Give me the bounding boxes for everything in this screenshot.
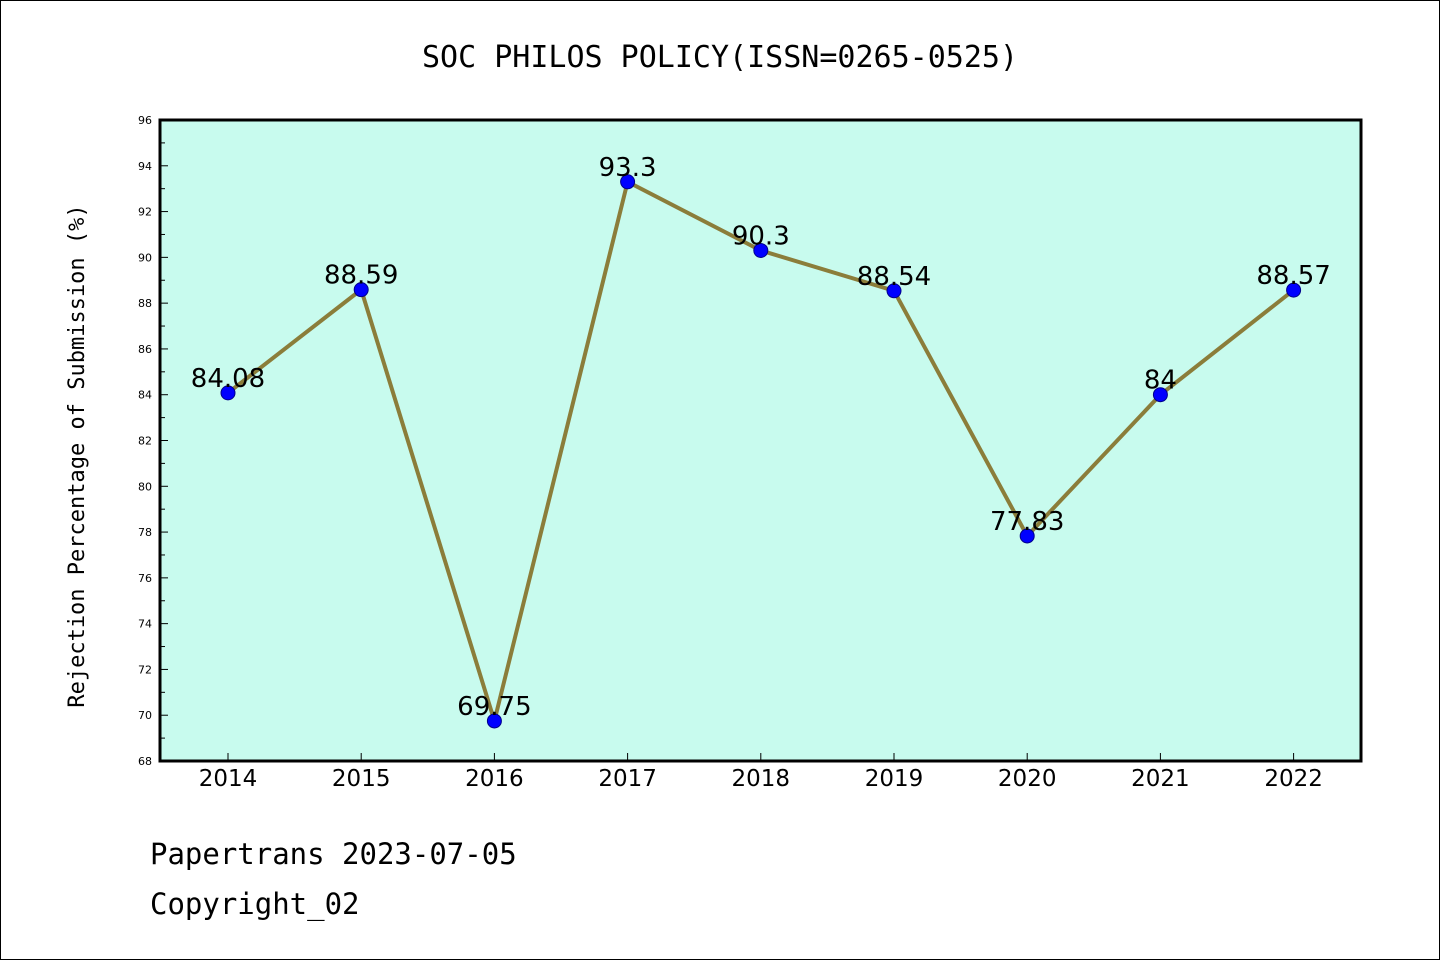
- y-tick-label: 72: [138, 663, 152, 676]
- y-tick-label: 92: [138, 206, 152, 219]
- x-tick-label: 2017: [598, 766, 657, 792]
- y-tick-label: 74: [138, 618, 152, 631]
- data-point-marker: [753, 242, 769, 258]
- y-tick-label: 80: [138, 480, 152, 493]
- data-label: 90.3: [732, 221, 790, 251]
- y-tick-label: 68: [138, 755, 152, 768]
- data-label: 77.83: [990, 507, 1064, 537]
- data-label: 93.3: [599, 153, 657, 183]
- y-axis: 68 70 72 74 76 78 80 82 84 86 88 90 92 94 96: [138, 114, 168, 768]
- data-label: 88.57: [1256, 261, 1330, 291]
- x-tick-label: 2016: [465, 766, 524, 792]
- x-tick-label: 2021: [1131, 766, 1190, 792]
- x-tick-label: 2022: [1264, 766, 1323, 792]
- y-axis-label: Rejection Percentage of Submission (%): [65, 204, 90, 707]
- data-point-marker: [486, 713, 502, 729]
- data-point-marker: [620, 174, 636, 190]
- data-label: 88.54: [857, 262, 931, 292]
- data-label: 69.75: [457, 692, 531, 722]
- data-point-marker: [353, 282, 369, 298]
- x-tick-label: 2014: [199, 766, 258, 792]
- y-tick-label: 78: [138, 526, 152, 539]
- footer-date: Papertrans 2023-07-05: [150, 837, 517, 871]
- plot-area: [158, 118, 1363, 763]
- data-point-marker: [1019, 528, 1035, 544]
- data-label: 84: [1144, 366, 1177, 396]
- data-label: 84.08: [191, 364, 265, 394]
- y-tick-label: 82: [138, 435, 152, 448]
- y-tick-label: 70: [138, 709, 152, 722]
- y-tick-label: 76: [138, 572, 152, 585]
- data-point-marker: [1286, 282, 1302, 298]
- data-point-marker: [220, 385, 236, 401]
- x-axis: 2014 2015 2016 2017 2018 2019 2020 2021 2022: [199, 753, 1323, 792]
- x-tick-label: 2018: [732, 766, 791, 792]
- chart-title: SOC PHILOS POLICY(ISSN=0265-0525): [422, 40, 1018, 75]
- x-tick-label: 2020: [998, 766, 1057, 792]
- markers-group: [220, 174, 1302, 729]
- data-labels-group: 84.08 88.59 69.75 93.3 90.3 88.54 77.83 84 88.57: [191, 153, 1331, 722]
- footer-copyright: Copyright_02: [150, 887, 360, 922]
- y-tick-label: 84: [138, 389, 152, 402]
- x-tick-label: 2019: [865, 766, 924, 792]
- data-point-marker: [886, 283, 902, 299]
- y-tick-label: 94: [138, 160, 152, 173]
- y-tick-label: 90: [138, 251, 152, 264]
- y-tick-label: 96: [138, 114, 152, 127]
- x-tick-label: 2015: [332, 766, 391, 792]
- data-point-marker: [1152, 387, 1168, 403]
- y-tick-label: 88: [138, 297, 152, 310]
- y-tick-label: 86: [138, 343, 152, 356]
- data-label: 88.59: [324, 261, 398, 291]
